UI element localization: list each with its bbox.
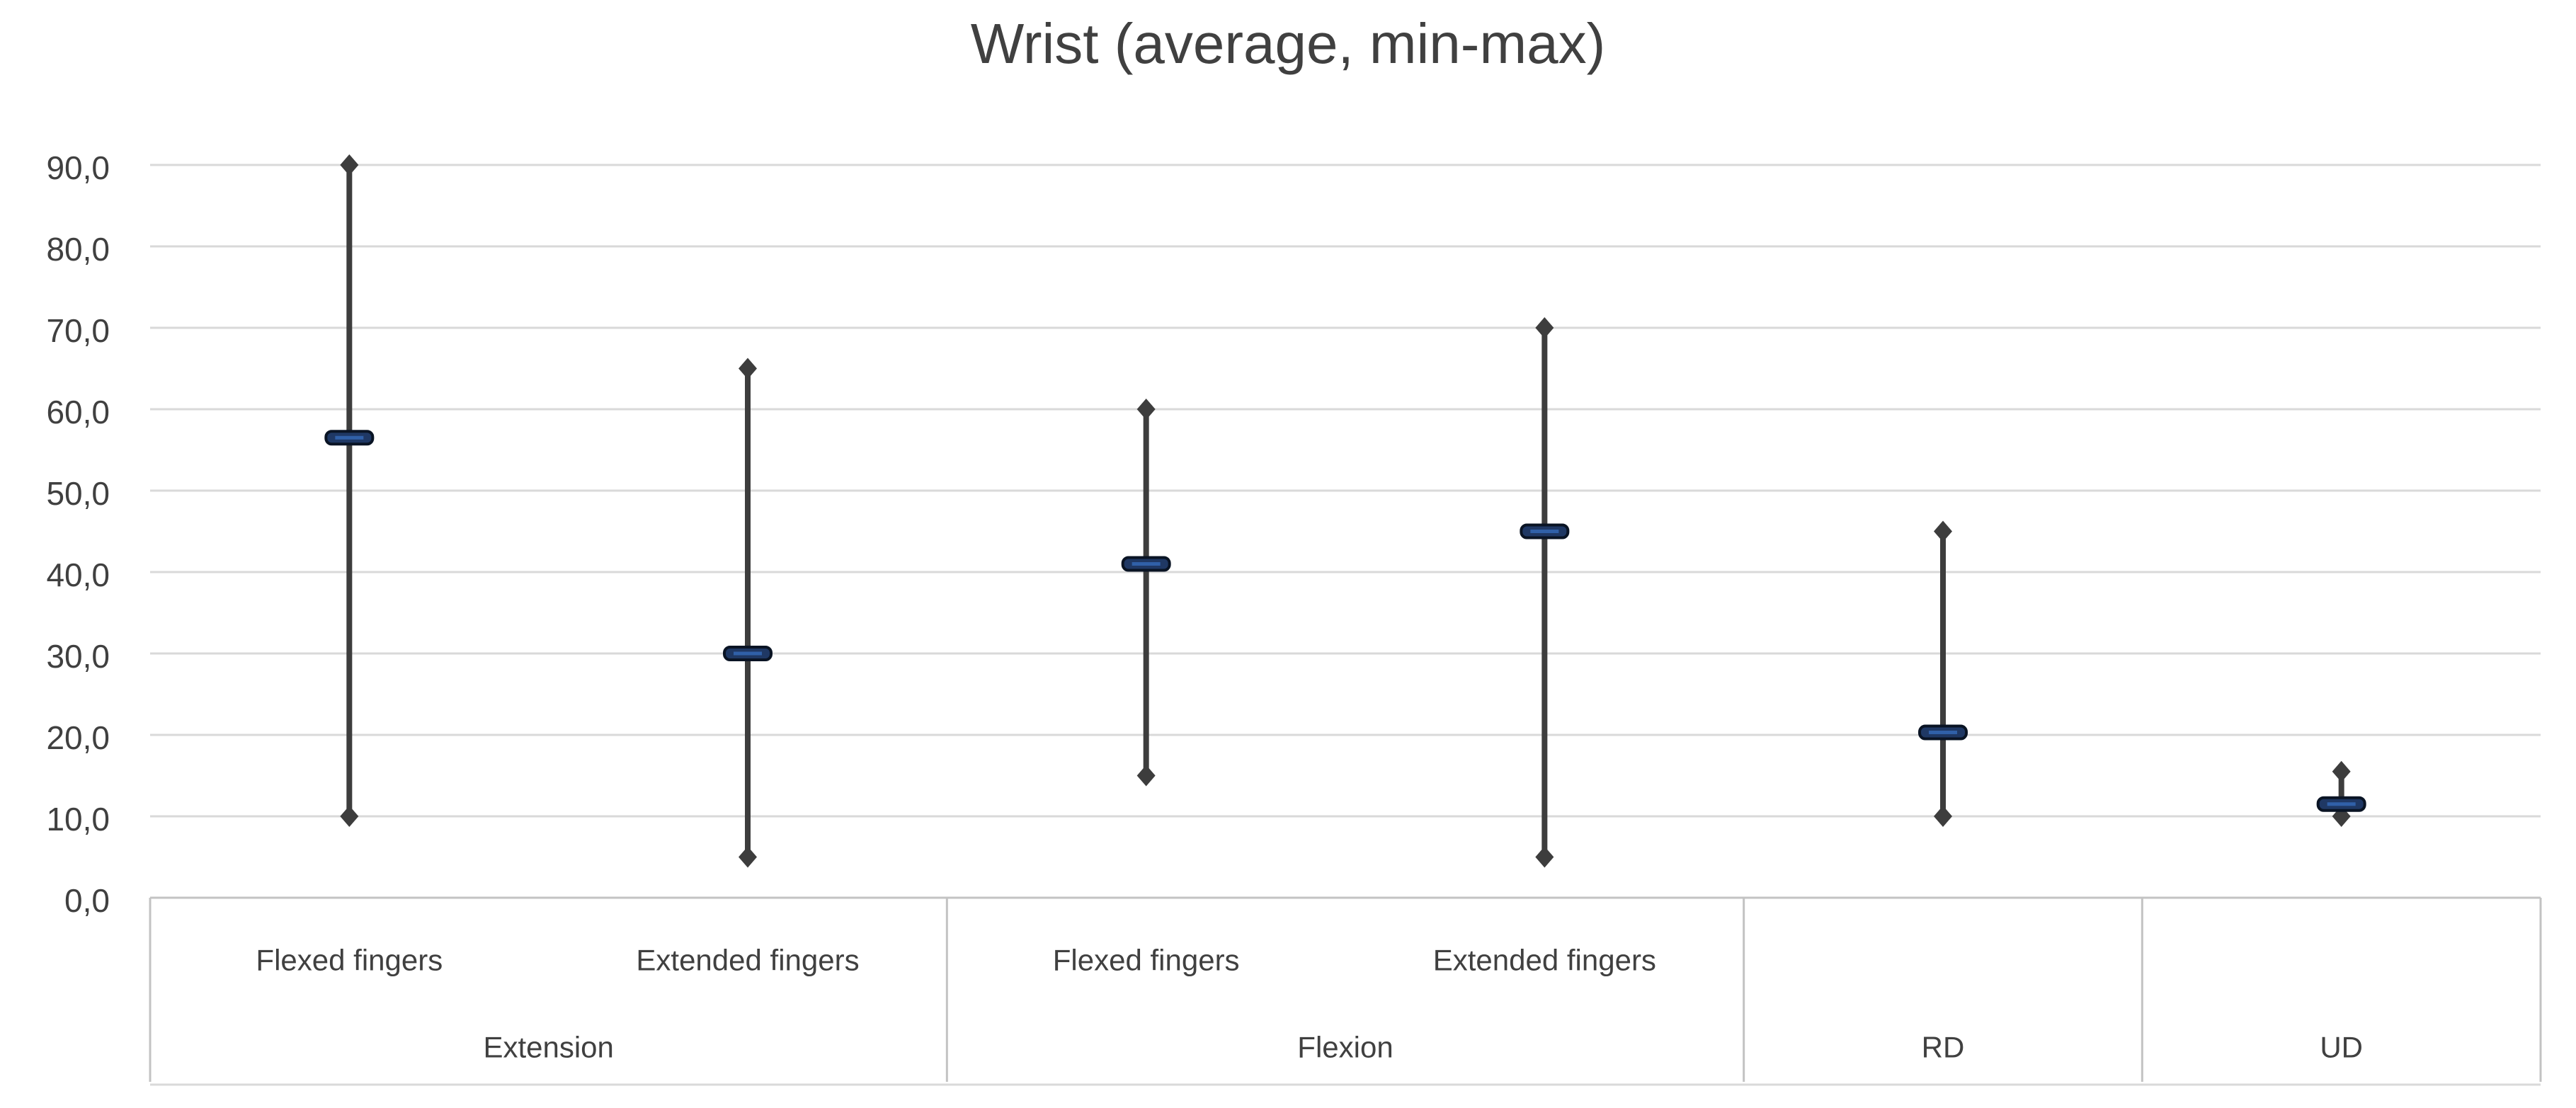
y-tick-label: 50,0 xyxy=(46,475,110,512)
max-marker xyxy=(2332,760,2351,782)
y-tick-label: 40,0 xyxy=(46,556,110,593)
max-marker xyxy=(1535,317,1554,338)
chart-title: Wrist (average, min-max) xyxy=(970,12,1606,75)
max-marker xyxy=(739,358,757,379)
max-marker xyxy=(340,154,359,176)
y-tick-label: 90,0 xyxy=(46,149,110,186)
category-group-label: UD xyxy=(2320,1031,2363,1064)
y-tick-label: 70,0 xyxy=(46,312,110,349)
y-tick-label: 60,0 xyxy=(46,394,110,430)
y-tick-label: 80,0 xyxy=(46,231,110,268)
category-label: Extended fingers xyxy=(636,944,859,977)
max-marker xyxy=(1136,399,1156,420)
max-marker xyxy=(1934,520,1952,542)
min-marker xyxy=(340,806,359,827)
category-group-label: Flexion xyxy=(1297,1031,1393,1064)
category-label: Extended fingers xyxy=(1433,944,1656,977)
y-tick-label: 10,0 xyxy=(46,801,110,838)
y-tick-label: 0,0 xyxy=(64,882,110,919)
min-marker xyxy=(1535,846,1554,868)
y-tick-label: 30,0 xyxy=(46,638,110,675)
category-group-label: Extension xyxy=(483,1031,613,1064)
y-tick-label: 20,0 xyxy=(46,719,110,756)
category-group-label: RD xyxy=(1922,1031,1965,1064)
min-marker xyxy=(1934,806,1952,827)
min-marker xyxy=(1136,765,1156,787)
min-marker xyxy=(739,846,757,868)
category-label: Flexed fingers xyxy=(256,944,443,977)
category-label: Flexed fingers xyxy=(1053,944,1240,977)
